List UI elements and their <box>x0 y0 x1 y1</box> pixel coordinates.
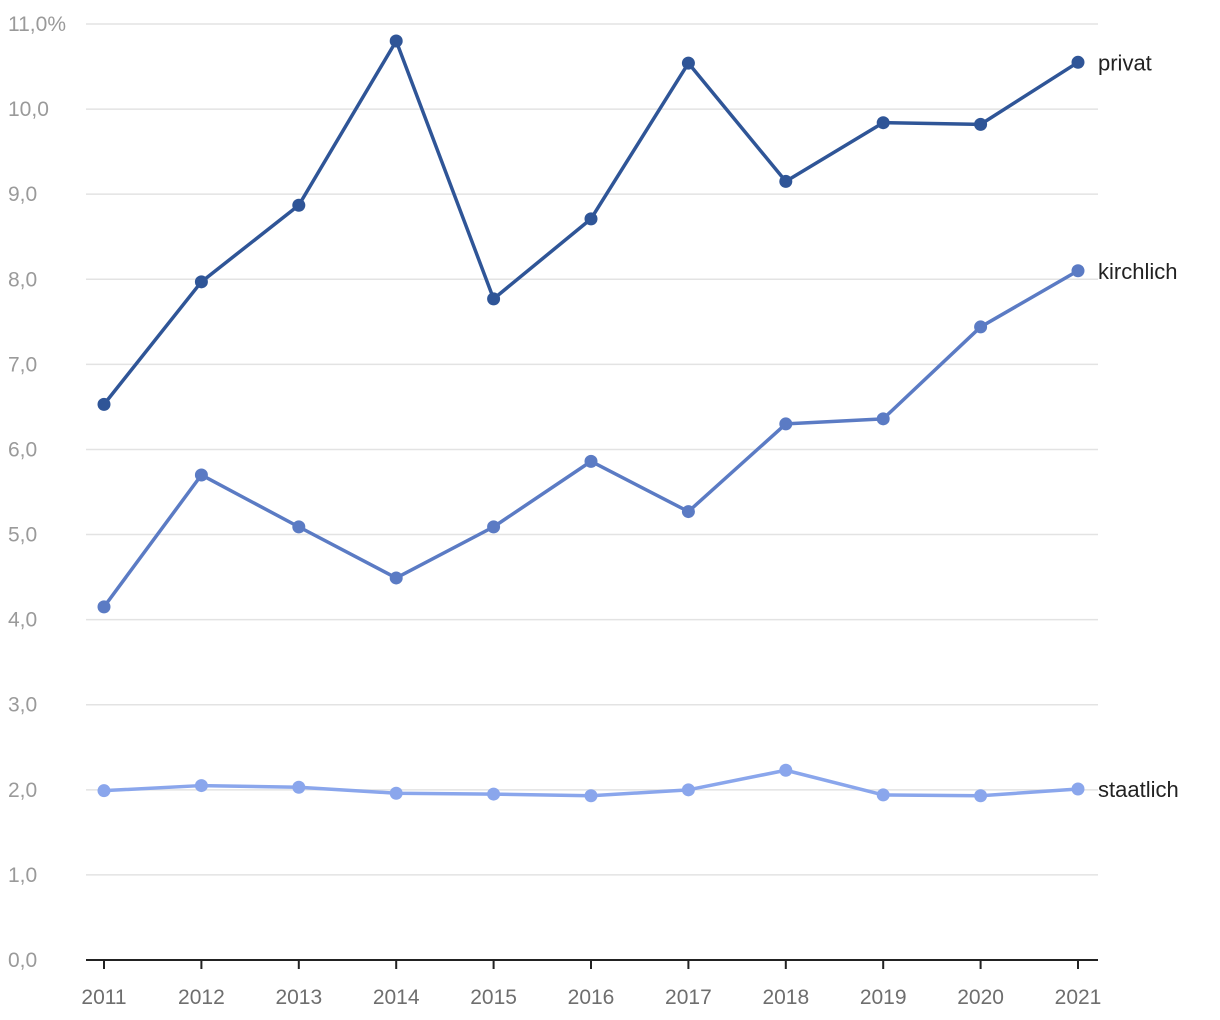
data-point-staatlich-2015 <box>487 787 501 801</box>
y-tick-label: 7,0 <box>8 353 37 376</box>
x-tick-label: 2011 <box>81 986 126 1009</box>
data-point-staatlich-2011 <box>97 784 111 798</box>
y-tick-label: 4,0 <box>8 609 37 632</box>
data-point-privat-2021 <box>1071 55 1085 69</box>
x-axis <box>86 959 1098 969</box>
y-tick-label: 9,0 <box>8 183 37 206</box>
x-tick-label: 2020 <box>957 986 1004 1009</box>
data-point-privat-2015 <box>487 292 501 306</box>
series-label-kirchlich: kirchlich <box>1098 259 1177 284</box>
y-tick-label: 0,0 <box>8 949 37 972</box>
data-point-kirchlich-2019 <box>876 412 890 426</box>
data-point-kirchlich-2017 <box>681 505 695 519</box>
data-point-kirchlich-2020 <box>974 320 988 334</box>
y-tick-label: 1,0 <box>8 864 37 887</box>
data-point-staatlich-2021 <box>1071 782 1085 796</box>
x-tick-label: 2016 <box>568 986 615 1009</box>
grid-lines <box>86 23 1098 876</box>
x-axis-tick-labels: 2011 2012 2013 2014 2015 2016 2017 2018 2019 2020… <box>81 986 1101 1009</box>
data-point-privat-2013 <box>292 198 306 212</box>
data-point-kirchlich-2016 <box>584 454 598 468</box>
data-point-privat-2018 <box>779 174 793 188</box>
data-point-kirchlich-2011 <box>97 600 111 614</box>
y-tick-label: 6,0 <box>8 438 37 461</box>
y-tick-label: 8,0 <box>8 268 37 291</box>
data-point-privat-2011 <box>97 397 111 411</box>
data-point-kirchlich-2014 <box>389 571 403 585</box>
y-axis-tick-labels: 0,0 1,0 2,0 3,0 4,0 5,0 6,0 7,0 8,0 9,0 10,0 11,0% <box>8 13 66 972</box>
data-point-staatlich-2020 <box>974 789 988 803</box>
data-point-kirchlich-2012 <box>194 468 208 482</box>
data-point-kirchlich-2021 <box>1071 264 1085 278</box>
y-tick-label: 2,0 <box>8 779 37 802</box>
data-point-kirchlich-2018 <box>779 417 793 431</box>
x-tick-label: 2017 <box>665 986 712 1009</box>
data-point-staatlich-2018 <box>779 763 793 777</box>
series-lines <box>97 34 1085 803</box>
data-point-staatlich-2016 <box>584 789 598 803</box>
series-label-privat: privat <box>1098 50 1152 75</box>
x-tick-label: 2019 <box>860 986 907 1009</box>
data-point-staatlich-2012 <box>194 779 208 793</box>
series-labels: privat kirchlich staatlich <box>1098 50 1179 802</box>
data-point-kirchlich-2013 <box>292 520 306 534</box>
data-point-staatlich-2017 <box>681 783 695 797</box>
x-tick-label: 2014 <box>373 986 420 1009</box>
data-point-privat-2017 <box>681 56 695 70</box>
x-tick-label: 2015 <box>470 986 517 1009</box>
x-tick-label: 2012 <box>178 986 225 1009</box>
x-tick-label: 2013 <box>275 986 322 1009</box>
x-tick-label: 2021 <box>1055 986 1102 1009</box>
data-point-staatlich-2014 <box>389 786 403 800</box>
y-tick-label: 5,0 <box>8 524 37 547</box>
data-point-kirchlich-2015 <box>487 520 501 534</box>
data-point-privat-2014 <box>389 34 403 48</box>
data-point-privat-2016 <box>584 212 598 226</box>
data-point-staatlich-2019 <box>876 788 890 802</box>
series-label-staatlich: staatlich <box>1098 777 1179 802</box>
x-tick-label: 2018 <box>762 986 809 1009</box>
data-point-staatlich-2013 <box>292 780 306 794</box>
series-line-kirchlich <box>102 269 1080 609</box>
y-tick-label: 3,0 <box>8 694 37 717</box>
data-point-privat-2020 <box>974 117 988 131</box>
y-tick-label: 10,0 <box>8 98 49 121</box>
data-point-privat-2012 <box>194 275 208 289</box>
y-tick-label: 11,0% <box>8 13 66 36</box>
data-point-privat-2019 <box>876 116 890 130</box>
